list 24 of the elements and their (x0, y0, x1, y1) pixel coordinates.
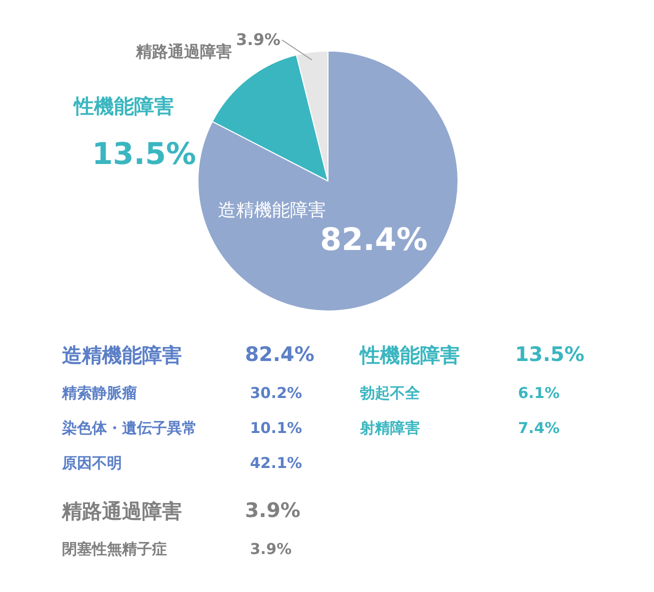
data-label: 82.4% (320, 222, 428, 258)
text: 原因不明 (62, 454, 122, 473)
text: 30.2% (250, 384, 302, 402)
slice-label: 性機能障害 (72, 94, 174, 118)
text: 造精機能障害 (62, 342, 182, 369)
text: 性機能障害 (360, 342, 460, 369)
text: 精索静脈瘤 (62, 384, 137, 403)
text: 染色体・遺伝子異常 (62, 419, 197, 438)
text: 勃起不全 (360, 384, 420, 403)
text: 3.9% (245, 498, 300, 522)
data-label: 3.9% (236, 30, 280, 49)
text: 6.1% (518, 384, 560, 402)
text: 閉塞性無精子症 (62, 540, 167, 559)
text: 82.4% (245, 342, 314, 366)
text: 精路通過障害 (62, 498, 182, 525)
text: 13.5% (515, 342, 584, 366)
text: 42.1% (250, 454, 302, 472)
text: 射精障害 (360, 419, 420, 438)
slice-label: 精路通過障害 (135, 42, 232, 61)
text: 7.4% (518, 419, 560, 437)
text: 3.9% (250, 540, 292, 558)
slice-label: 造精機能障害 (218, 200, 326, 221)
text: 10.1% (250, 419, 302, 437)
data-label: 13.5% (92, 137, 196, 172)
